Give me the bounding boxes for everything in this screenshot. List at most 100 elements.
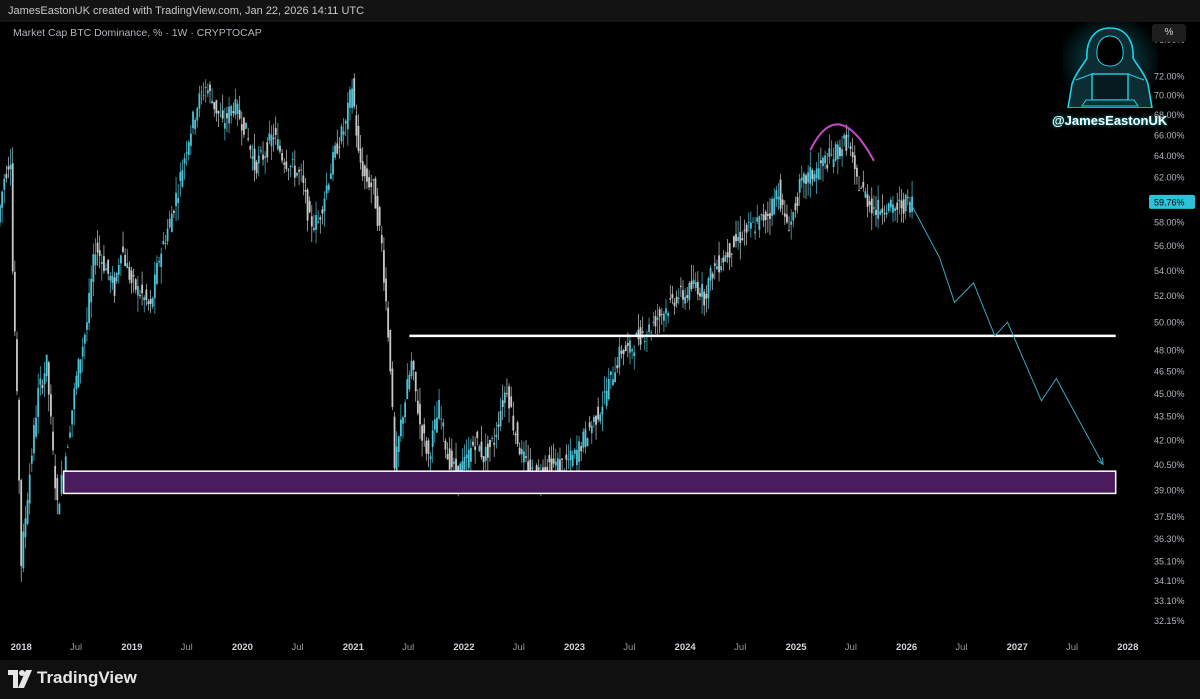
candle-body <box>105 268 107 271</box>
chart-pane[interactable] <box>0 22 1146 632</box>
candle-body <box>567 459 570 461</box>
candle-body <box>117 264 120 275</box>
candle-body <box>805 175 807 184</box>
candle-body <box>580 446 583 452</box>
candle-body <box>240 124 243 131</box>
time-axis: 2018 Jul 2019 Jul 2020 Jul 2021 Jul 2022 Jul 2023 J… <box>11 642 1139 653</box>
candle-body <box>281 153 284 161</box>
candle-body <box>686 295 689 298</box>
candle-body <box>181 170 184 187</box>
candle-body <box>0 205 1 223</box>
candle-body <box>185 152 188 154</box>
price-tick-label: 36.30% <box>1154 534 1185 544</box>
credit-bar: JamesEastonUK created with TradingView.c… <box>0 0 1200 22</box>
candle-body <box>30 455 33 464</box>
candle-body <box>120 255 122 264</box>
candle-body <box>637 329 640 340</box>
candle-body <box>544 467 547 473</box>
candle-body <box>215 100 218 114</box>
time-tick-label: Jul <box>70 642 82 653</box>
candle-body <box>66 447 69 449</box>
candle-body <box>168 218 171 228</box>
candle-body <box>219 115 222 117</box>
candle-body <box>474 446 477 450</box>
candle-body <box>603 391 606 393</box>
candle-body <box>3 178 6 190</box>
top-arc <box>809 123 875 162</box>
candle-body <box>455 458 457 475</box>
candle-body <box>518 447 521 455</box>
candle-body <box>221 110 224 119</box>
candle-body <box>510 396 513 407</box>
hooded-hacker-icon <box>1062 22 1158 109</box>
candle-body <box>313 227 315 231</box>
candle-body <box>156 262 158 284</box>
candle-body <box>325 185 328 194</box>
candle-body <box>777 196 780 200</box>
candle-body <box>251 156 254 159</box>
candle-body <box>523 451 525 463</box>
candle-body <box>819 160 822 164</box>
candle-body <box>115 273 118 282</box>
candle-body <box>743 229 746 231</box>
candle-body <box>124 254 127 266</box>
candle-body <box>508 386 510 409</box>
candle-body <box>692 279 695 285</box>
candle-body <box>760 214 763 216</box>
candle-body <box>484 446 487 461</box>
candle-body <box>317 221 320 223</box>
candle-body <box>853 155 856 170</box>
candle-body <box>22 531 25 569</box>
candle-body <box>427 440 430 455</box>
candle-body <box>385 278 387 302</box>
candle-body <box>728 243 731 258</box>
time-tick-label: Jul <box>291 642 303 653</box>
candle-body <box>571 454 574 466</box>
price-scale[interactable]: 76.00%72.00%70.00%68.00%66.00%64.00%62.0… <box>1146 22 1200 632</box>
candle-body <box>408 374 411 390</box>
candle-body <box>813 174 816 182</box>
candle-body <box>716 266 718 270</box>
candle-body <box>747 221 750 223</box>
candle-body <box>718 255 720 273</box>
candle-body <box>486 443 489 458</box>
candle-body <box>440 418 443 420</box>
percent-scale-button[interactable]: % <box>1152 24 1186 42</box>
price-tick-label: 39.00% <box>1154 485 1185 495</box>
candle-body <box>843 135 846 139</box>
time-scale[interactable]: 2018 Jul 2019 Jul 2020 Jul 2021 Jul 2022 Jul 2023 J… <box>0 632 1200 660</box>
candle-body <box>338 146 341 148</box>
price-chart[interactable] <box>0 22 1146 632</box>
candle-body <box>476 431 479 438</box>
candle-body <box>665 308 667 314</box>
candle-body <box>537 467 540 470</box>
candle-body <box>113 277 116 296</box>
candle-body <box>438 399 440 419</box>
candle-body <box>561 458 563 460</box>
candle-body <box>122 246 124 252</box>
candle-body <box>756 217 759 222</box>
candle-body <box>866 194 869 207</box>
symbol-title[interactable]: Market Cap BTC Dominance, % · 1W · CRYPT… <box>13 27 262 39</box>
candle-body <box>497 424 500 427</box>
candle-body <box>809 167 812 184</box>
drawings[interactable] <box>62 123 1117 495</box>
candle-body <box>234 99 237 115</box>
candle-body <box>737 236 740 241</box>
tradingview-logo-icon[interactable] <box>8 670 32 688</box>
candle-body <box>771 198 773 216</box>
candle-body <box>393 416 396 469</box>
candle-body <box>713 263 716 266</box>
candle-body <box>669 298 672 300</box>
candle-body <box>204 86 207 88</box>
candle-body <box>136 286 139 296</box>
time-tick-label: 2028 <box>1117 642 1138 653</box>
candle-body <box>245 122 247 129</box>
candle-body <box>722 257 725 263</box>
candle-body <box>264 156 267 158</box>
candle-body <box>612 379 614 385</box>
credit-text: JamesEastonUK created with TradingView.c… <box>8 5 365 17</box>
candle-body <box>493 442 496 445</box>
tradingview-brand[interactable]: TradingView <box>37 668 137 687</box>
candle-body <box>554 461 557 466</box>
